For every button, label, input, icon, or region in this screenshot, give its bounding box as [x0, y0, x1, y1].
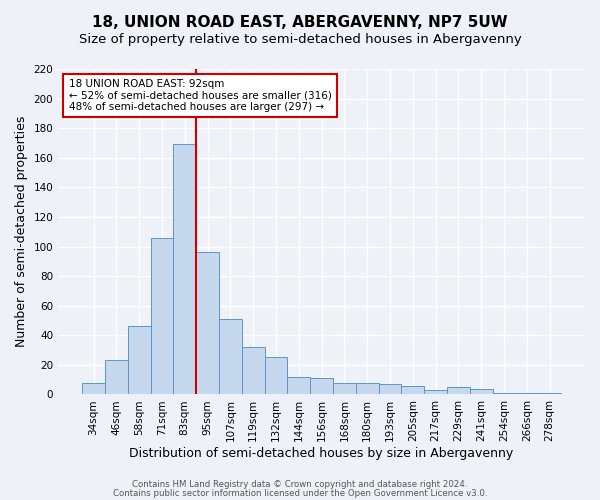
Bar [242, 347, 265, 395]
Bar [515, 393, 538, 394]
Bar [356, 382, 379, 394]
Bar [128, 326, 151, 394]
Bar [82, 382, 105, 394]
Bar [310, 378, 333, 394]
Bar [379, 384, 401, 394]
Bar [219, 319, 242, 394]
Text: 18 UNION ROAD EAST: 92sqm
← 52% of semi-detached houses are smaller (316)
48% of: 18 UNION ROAD EAST: 92sqm ← 52% of semi-… [69, 79, 332, 112]
Bar [173, 144, 196, 394]
Bar [493, 393, 515, 394]
Bar [470, 388, 493, 394]
Bar [265, 358, 287, 395]
Text: Contains HM Land Registry data © Crown copyright and database right 2024.: Contains HM Land Registry data © Crown c… [132, 480, 468, 489]
Bar [401, 386, 424, 394]
Bar [538, 393, 561, 394]
Text: Contains public sector information licensed under the Open Government Licence v3: Contains public sector information licen… [113, 488, 487, 498]
Bar [447, 387, 470, 394]
Bar [105, 360, 128, 394]
Bar [151, 238, 173, 394]
Y-axis label: Number of semi-detached properties: Number of semi-detached properties [15, 116, 28, 348]
X-axis label: Distribution of semi-detached houses by size in Abergavenny: Distribution of semi-detached houses by … [130, 447, 514, 460]
Bar [424, 390, 447, 394]
Bar [196, 252, 219, 394]
Text: 18, UNION ROAD EAST, ABERGAVENNY, NP7 5UW: 18, UNION ROAD EAST, ABERGAVENNY, NP7 5U… [92, 15, 508, 30]
Bar [287, 376, 310, 394]
Bar [333, 382, 356, 394]
Text: Size of property relative to semi-detached houses in Abergavenny: Size of property relative to semi-detach… [79, 32, 521, 46]
